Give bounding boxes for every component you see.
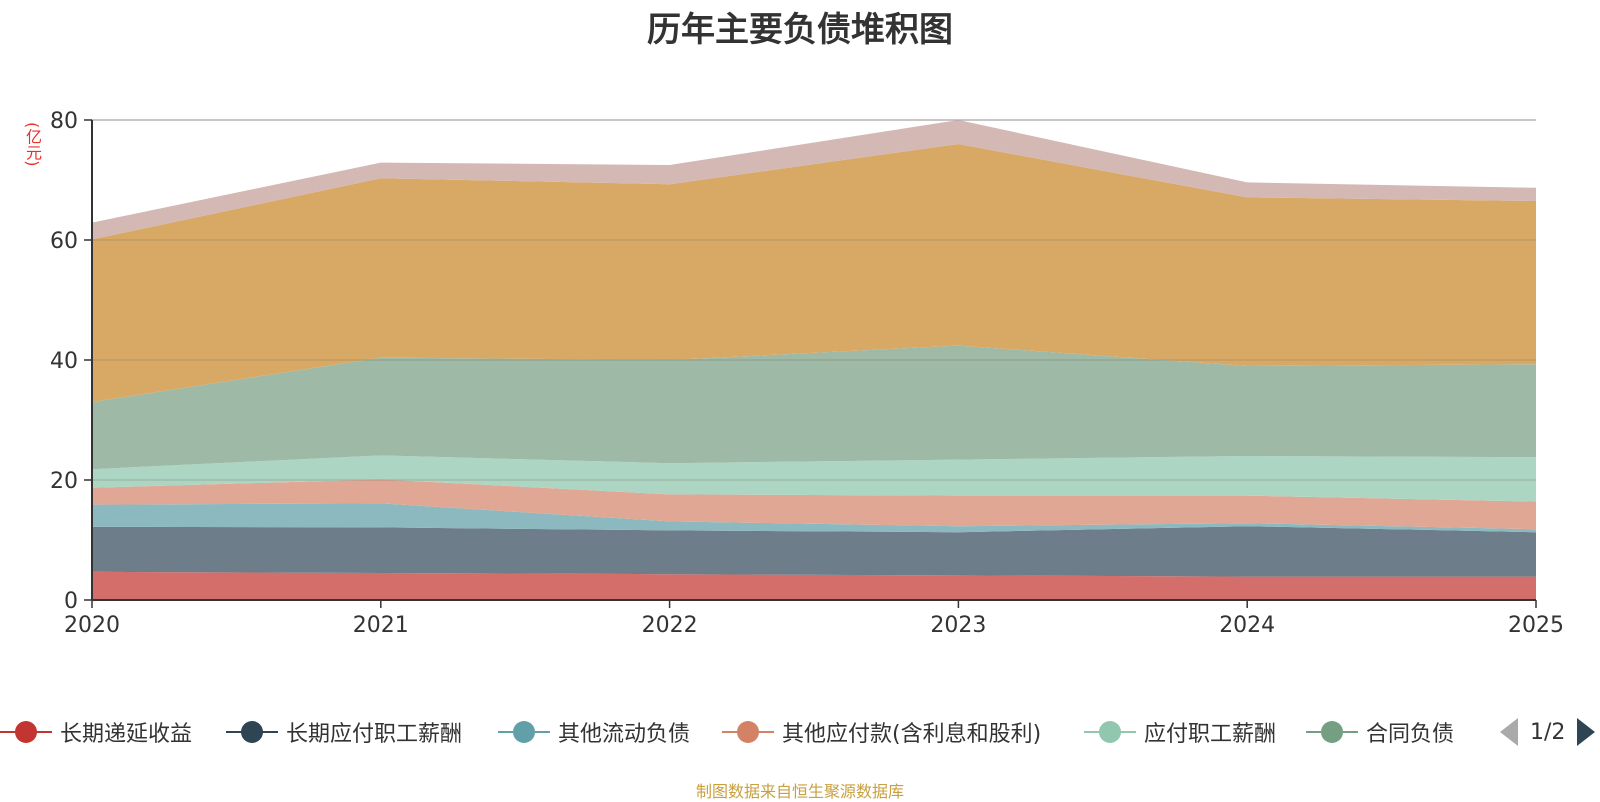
legend-marker-icon	[0, 717, 52, 747]
legend-label: 应付职工薪酬	[1144, 722, 1277, 747]
legend-label: 长期应付职工薪酬	[286, 722, 463, 747]
x-tick-label: 2020	[64, 613, 120, 638]
legend-item[interactable]: 应付职工薪酬	[1084, 712, 1276, 752]
legend-page-indicator: 1/2	[1530, 719, 1566, 745]
area-series-group	[92, 119, 1536, 600]
area-series-7[interactable]	[92, 144, 1536, 402]
y-tick-label: 80	[50, 109, 78, 134]
y-tick-label: 60	[50, 229, 78, 254]
legend-next-page-icon[interactable]	[1577, 718, 1596, 746]
data-source-note: 制图数据来自恒生聚源数据库	[695, 782, 904, 801]
chart-title: 历年主要负债堆积图	[647, 10, 953, 50]
legend-pager: 1/2	[1500, 712, 1596, 752]
legend-marker-icon	[1306, 717, 1358, 747]
area-series-3[interactable]	[92, 503, 1536, 533]
area-series-8[interactable]	[92, 120, 1536, 240]
legend-prev-page-icon[interactable]	[1500, 718, 1518, 746]
legend-item[interactable]: 合同负债	[1306, 712, 1454, 752]
area-series-4[interactable]	[92, 479, 1536, 530]
area-series-1[interactable]	[92, 571, 1536, 600]
axes: 0 20 40 60 80 2020 2021 2022 2023 2024 2025	[50, 109, 1564, 638]
legend-marker-icon	[722, 717, 774, 747]
legend-item[interactable]: 其他流动负债	[498, 712, 690, 752]
area-series-5[interactable]	[92, 455, 1536, 502]
legend-item[interactable]: 长期递延收益	[0, 712, 192, 752]
x-tick-label: 2023	[930, 613, 986, 638]
legend-item[interactable]: 其他应付款(含利息和股利)	[722, 712, 1041, 752]
x-tick-label: 2025	[1508, 613, 1564, 638]
legend-marker-icon	[226, 717, 278, 747]
area-series-6[interactable]	[92, 345, 1536, 470]
legend-label: 长期递延收益	[60, 722, 193, 747]
x-tick-label: 2024	[1219, 613, 1275, 638]
legend-marker-icon	[498, 717, 550, 747]
legend-label: 合同负债	[1366, 722, 1455, 747]
x-tick-label: 2021	[353, 613, 409, 638]
y-tick-label: 0	[64, 589, 78, 614]
legend-label: 其他应付款(含利息和股利)	[782, 722, 1042, 747]
y-axis-unit-label: (亿元)	[23, 122, 42, 167]
legend-item[interactable]: 长期应付职工薪酬	[226, 712, 462, 752]
y-tick-label: 20	[50, 469, 78, 494]
legend-label: 其他流动负债	[558, 722, 691, 747]
legend-marker-icon	[1084, 717, 1136, 747]
x-tick-label: 2022	[642, 613, 698, 638]
y-tick-label: 40	[50, 349, 78, 374]
legend: 长期递延收益 长期应付职工薪酬 其他流动负债 其他应付款(含利息和股利) 应付职工薪酬 合…	[0, 712, 1600, 752]
area-series-2[interactable]	[92, 526, 1536, 577]
